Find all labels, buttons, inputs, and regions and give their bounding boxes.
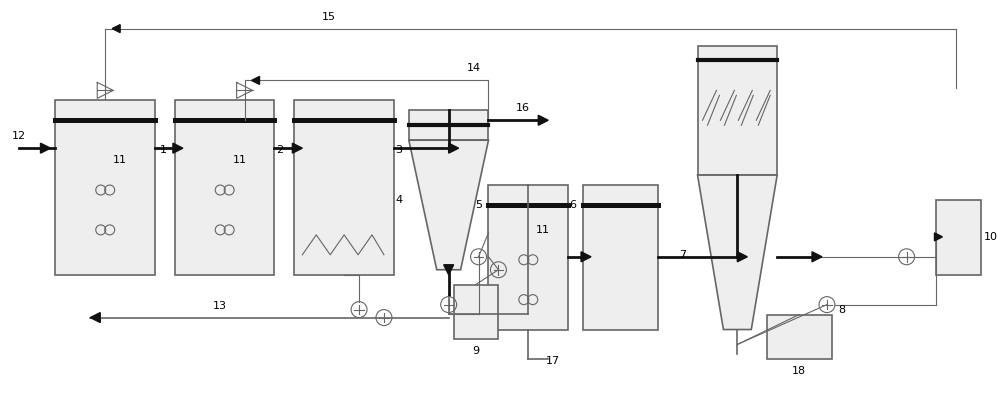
Bar <box>767 314 832 359</box>
Polygon shape <box>112 24 120 33</box>
Text: 13: 13 <box>213 301 227 310</box>
Bar <box>294 100 394 275</box>
Text: 11: 11 <box>233 155 247 165</box>
Text: 15: 15 <box>322 12 336 22</box>
Text: 14: 14 <box>466 63 481 73</box>
Polygon shape <box>292 143 302 153</box>
Text: 3: 3 <box>395 145 402 155</box>
Text: 11: 11 <box>113 155 127 165</box>
Bar <box>583 185 658 329</box>
Polygon shape <box>449 143 459 153</box>
Bar <box>409 110 488 140</box>
Bar <box>936 200 981 275</box>
Bar <box>698 46 777 175</box>
Polygon shape <box>934 233 942 241</box>
Text: 8: 8 <box>838 305 845 314</box>
Text: 9: 9 <box>472 346 479 357</box>
Bar <box>488 185 568 329</box>
Bar <box>55 100 155 275</box>
Text: 11: 11 <box>536 225 550 235</box>
Polygon shape <box>812 252 822 262</box>
Polygon shape <box>698 175 777 329</box>
Text: 10: 10 <box>984 232 998 242</box>
Text: 5: 5 <box>475 200 482 210</box>
Text: 18: 18 <box>792 366 806 376</box>
Text: 2: 2 <box>276 145 283 155</box>
Text: 12: 12 <box>12 131 26 141</box>
Bar <box>175 100 274 275</box>
Bar <box>454 285 498 340</box>
Text: 16: 16 <box>516 103 530 113</box>
Text: 6: 6 <box>570 200 577 210</box>
Text: 7: 7 <box>679 250 686 260</box>
Polygon shape <box>173 143 183 153</box>
Polygon shape <box>90 312 100 323</box>
Polygon shape <box>581 252 591 262</box>
Polygon shape <box>41 143 50 153</box>
Polygon shape <box>252 76 260 84</box>
Text: 17: 17 <box>546 357 560 366</box>
Polygon shape <box>538 115 548 125</box>
Text: 4: 4 <box>395 195 402 205</box>
Polygon shape <box>737 252 747 262</box>
Polygon shape <box>444 265 454 275</box>
Polygon shape <box>409 140 488 270</box>
Text: 1: 1 <box>159 145 166 155</box>
